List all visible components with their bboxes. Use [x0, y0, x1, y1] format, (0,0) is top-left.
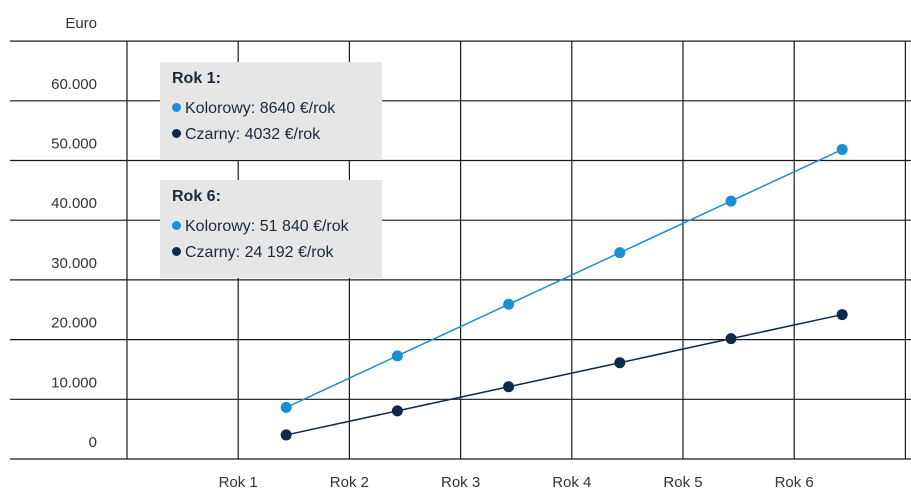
annotation-text: Kolorowy: 51 840 €/rok	[185, 218, 349, 235]
y-tick-label: 0	[89, 434, 97, 451]
annotation-text: Czarny: 4032 €/rok	[185, 126, 321, 143]
data-point-czarny	[725, 333, 737, 345]
y-tick-label: 60.000	[51, 76, 97, 93]
data-point-kolorowy	[280, 401, 292, 413]
x-tick-label: Rok 2	[330, 474, 369, 491]
data-point-kolorowy	[391, 350, 403, 362]
annotation-line-kolorowy: Kolorowy: 51 840 €/rok	[172, 218, 349, 236]
y-tick-label: 10.000	[51, 374, 97, 391]
data-point-czarny	[391, 405, 403, 417]
annotation-title: Rok 1:	[172, 70, 221, 87]
annotation-box-rok-1: Rok 1: Kolorowy: 8640 €/rok Czarny: 4032…	[160, 62, 382, 160]
data-point-kolorowy	[836, 144, 848, 156]
y-tick-label: 20.000	[51, 315, 97, 332]
y-tick-label: 40.000	[51, 195, 97, 212]
data-point-czarny	[503, 381, 515, 393]
x-tick-label: Rok 3	[441, 474, 480, 491]
data-point-czarny	[836, 309, 848, 321]
data-point-kolorowy	[614, 247, 626, 259]
annotation-text: Kolorowy: 8640 €/rok	[185, 100, 336, 117]
data-point-czarny	[280, 429, 292, 441]
data-point-kolorowy	[725, 195, 737, 207]
x-tick-label: Rok 1	[219, 474, 258, 491]
annotation-line-czarny: Czarny: 4032 €/rok	[172, 126, 320, 144]
legend-dot-kolorowy	[172, 221, 181, 230]
legend-dot-czarny	[172, 129, 181, 138]
annotation-box-rok-6: Rok 6: Kolorowy: 51 840 €/rok Czarny: 24…	[160, 180, 382, 278]
annotation-line-kolorowy: Kolorowy: 8640 €/rok	[172, 100, 335, 118]
y-tick-label: 30.000	[51, 255, 97, 272]
x-tick-label: Rok 4	[552, 474, 591, 491]
series-line-czarny	[286, 313, 843, 436]
annotation-line-czarny: Czarny: 24 192 €/rok	[172, 244, 334, 262]
data-point-kolorowy	[503, 298, 515, 310]
annotation-title: Rok 6:	[172, 188, 221, 205]
legend-dot-kolorowy	[172, 103, 181, 112]
y-tick-label: 50.000	[51, 136, 97, 153]
x-tick-label: Rok 6	[775, 474, 814, 491]
x-tick-label: Rok 5	[663, 474, 702, 491]
data-point-czarny	[614, 357, 626, 369]
annotation-text: Czarny: 24 192 €/rok	[185, 244, 334, 261]
series-line-kolorowy	[285, 148, 843, 409]
legend-dot-czarny	[172, 247, 181, 256]
y-axis-label: Euro	[65, 15, 97, 32]
